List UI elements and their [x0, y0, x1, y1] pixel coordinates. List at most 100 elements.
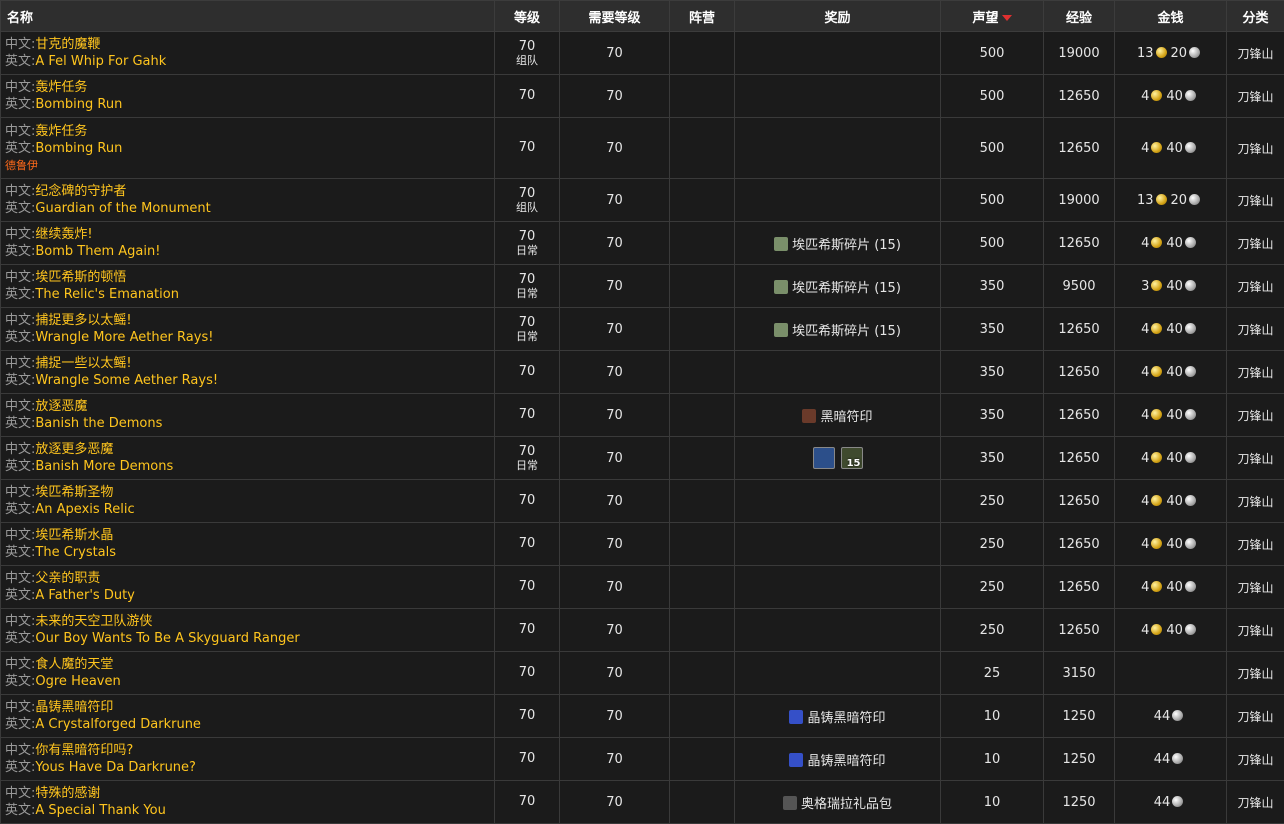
quest-name-en[interactable]: Wrangle Some Aether Rays!	[35, 373, 218, 388]
column-header[interactable]: 名称	[1, 1, 495, 32]
level: 70	[495, 666, 559, 680]
column-header[interactable]: 声望	[941, 1, 1044, 32]
category[interactable]: 刀锋山	[1227, 523, 1284, 566]
category[interactable]: 刀锋山	[1227, 32, 1284, 75]
quest-name-zh[interactable]: 甘克的魔鞭	[35, 37, 100, 52]
reputation: 10	[941, 695, 1044, 738]
quest-name-en[interactable]: Ogre Heaven	[35, 674, 120, 689]
quest-name-en[interactable]: The Crystals	[35, 545, 116, 560]
quest-name-en[interactable]: Banish More Demons	[35, 459, 173, 474]
quest-name-zh[interactable]: 晶铸黑暗符印	[35, 700, 113, 715]
quest-name-zh[interactable]: 纪念碑的守护者	[35, 184, 126, 199]
quest-tag: 日常	[495, 330, 559, 343]
column-header[interactable]: 经验	[1044, 1, 1115, 32]
quest-name-zh[interactable]: 未来的天空卫队游侠	[35, 614, 152, 629]
experience: 12650	[1044, 566, 1115, 609]
quest-name-en[interactable]: Guardian of the Monument	[35, 201, 210, 216]
category[interactable]: 刀锋山	[1227, 437, 1284, 480]
category[interactable]: 刀锋山	[1227, 738, 1284, 781]
required-level: 70	[560, 609, 670, 652]
quest-name-zh[interactable]: 继续轰炸!	[35, 227, 92, 242]
column-header[interactable]: 分类	[1227, 1, 1284, 32]
quest-name-en[interactable]: Wrangle More Aether Rays!	[35, 330, 213, 345]
quest-name-zh[interactable]: 父亲的职责	[35, 571, 100, 586]
category[interactable]: 刀锋山	[1227, 179, 1284, 222]
quest-name-en[interactable]: Bombing Run	[35, 97, 122, 112]
silver-amount: 40	[1166, 408, 1183, 423]
gold-amount: 4	[1141, 408, 1149, 423]
reward-text[interactable]: 奥格瑞拉礼品包	[801, 797, 892, 812]
reward-text[interactable]: 黑暗符印	[820, 410, 872, 425]
quest-name-zh[interactable]: 埃匹希斯水晶	[35, 528, 113, 543]
silver-coin	[1185, 624, 1196, 635]
quest-name-en[interactable]: Bombing Run	[35, 141, 122, 156]
column-header[interactable]: 金钱	[1115, 1, 1227, 32]
level-cell: 70	[495, 609, 560, 652]
quest-name-en[interactable]: Yous Have Da Darkrune?	[35, 760, 196, 775]
reward-text[interactable]: 晶铸黑暗符印	[807, 754, 885, 769]
category[interactable]: 刀锋山	[1227, 265, 1284, 308]
reward-text[interactable]: 埃匹希斯碎片 (15)	[792, 324, 901, 339]
quest-name-en[interactable]: A Fel Whip For Gahk	[35, 54, 166, 69]
level-cell: 70	[495, 118, 560, 179]
experience: 12650	[1044, 118, 1115, 179]
reward-text[interactable]: 晶铸黑暗符印	[807, 711, 885, 726]
quest-name-en[interactable]: A Crystalforged Darkrune	[35, 717, 201, 732]
quest-name-zh[interactable]: 放逐更多恶魔	[35, 442, 113, 457]
required-level: 70	[560, 523, 670, 566]
quest-name-en[interactable]: Banish the Demons	[35, 416, 162, 431]
reward-cell	[735, 118, 941, 179]
reward-icon[interactable]: 15	[841, 447, 863, 469]
category[interactable]: 刀锋山	[1227, 781, 1284, 824]
reputation: 250	[941, 480, 1044, 523]
quest-name-zh[interactable]: 放逐恶魔	[35, 399, 87, 414]
category[interactable]: 刀锋山	[1227, 222, 1284, 265]
quest-name-zh[interactable]: 捕捉更多以太鳐!	[35, 313, 131, 328]
category[interactable]: 刀锋山	[1227, 308, 1284, 351]
reputation: 25	[941, 652, 1044, 695]
quest-name-zh[interactable]: 轰炸任务	[35, 124, 87, 139]
column-header[interactable]: 奖励	[735, 1, 941, 32]
column-header[interactable]: 等级	[495, 1, 560, 32]
silver-amount: 40	[1166, 279, 1183, 294]
experience: 12650	[1044, 609, 1115, 652]
quest-name-zh[interactable]: 捕捉一些以太鳐!	[35, 356, 131, 371]
quest-name-zh[interactable]: 食人魔的天堂	[35, 657, 113, 672]
en-line: 英文:Ogre Heaven	[5, 673, 494, 690]
reward-text[interactable]: 埃匹希斯碎片 (15)	[792, 238, 901, 253]
silver-coin	[1189, 194, 1200, 205]
category[interactable]: 刀锋山	[1227, 695, 1284, 738]
quest-name-zh[interactable]: 埃匹希斯圣物	[35, 485, 113, 500]
experience: 12650	[1044, 480, 1115, 523]
quest-name-en[interactable]: Our Boy Wants To Be A Skyguard Ranger	[35, 631, 299, 646]
category[interactable]: 刀锋山	[1227, 480, 1284, 523]
column-header[interactable]: 阵营	[670, 1, 735, 32]
quest-name-zh[interactable]: 你有黑暗符印吗?	[35, 743, 133, 758]
category[interactable]: 刀锋山	[1227, 351, 1284, 394]
quest-name-en[interactable]: A Father's Duty	[35, 588, 134, 603]
column-header[interactable]: 需要等级	[560, 1, 670, 32]
category[interactable]: 刀锋山	[1227, 652, 1284, 695]
quest-name-en[interactable]: Bomb Them Again!	[35, 244, 160, 259]
quest-name-zh[interactable]: 埃匹希斯的顿悟	[35, 270, 126, 285]
reward-icon[interactable]	[813, 447, 835, 469]
quest-name-zh[interactable]: 特殊的感谢	[35, 786, 100, 801]
category[interactable]: 刀锋山	[1227, 75, 1284, 118]
level-cell: 70	[495, 652, 560, 695]
reward-text[interactable]: 埃匹希斯碎片 (15)	[792, 281, 901, 296]
category[interactable]: 刀锋山	[1227, 394, 1284, 437]
reward-cell: 埃匹希斯碎片 (15)	[735, 265, 941, 308]
category[interactable]: 刀锋山	[1227, 118, 1284, 179]
category[interactable]: 刀锋山	[1227, 566, 1284, 609]
quest-name-zh[interactable]: 轰炸任务	[35, 80, 87, 95]
quest-name-en[interactable]: An Apexis Relic	[35, 502, 134, 517]
quest-name-en[interactable]: The Relic's Emanation	[35, 287, 179, 302]
silver-coin	[1172, 796, 1183, 807]
quest-name-en[interactable]: A Special Thank You	[35, 803, 165, 818]
reward-icon	[789, 710, 803, 724]
category[interactable]: 刀锋山	[1227, 609, 1284, 652]
faction-cell	[670, 394, 735, 437]
